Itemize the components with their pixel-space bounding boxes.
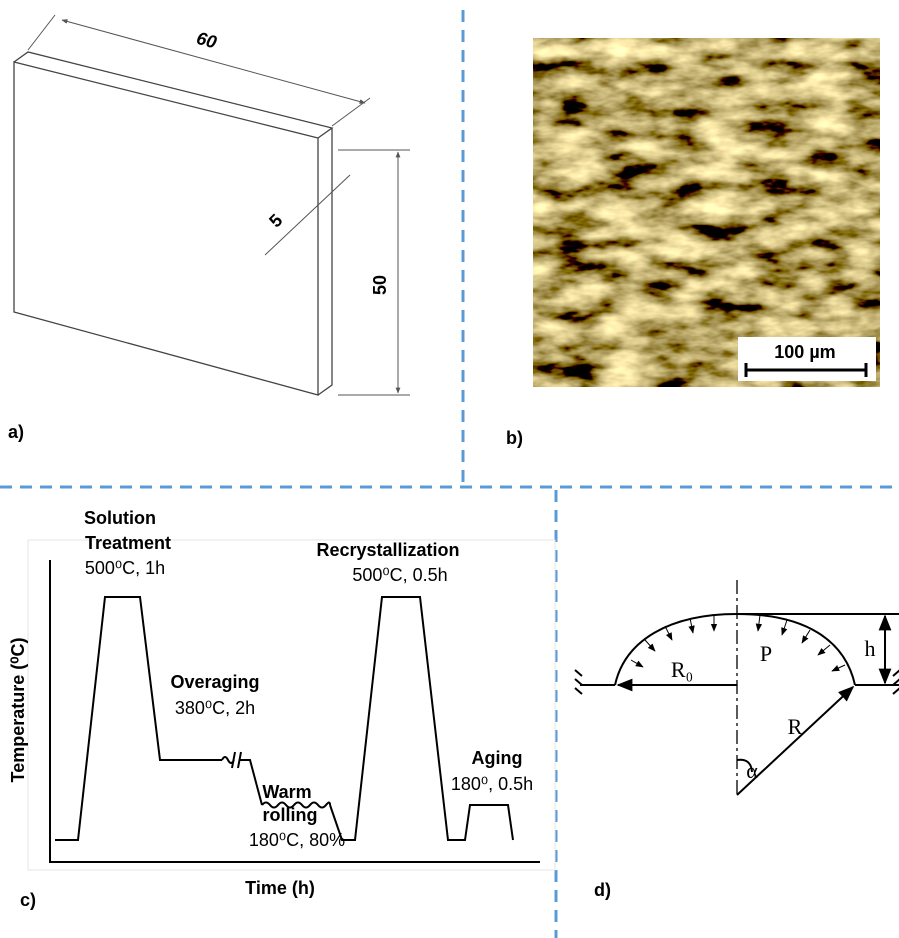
step-title: Treatment <box>85 533 171 553</box>
step-title: rolling <box>263 805 318 825</box>
symbol: α <box>746 758 758 783</box>
micrograph <box>533 38 880 387</box>
step-title: Recrystallization <box>316 540 459 560</box>
step-title: Overaging <box>170 672 259 692</box>
step-title: Solution <box>84 508 156 528</box>
symbol: h <box>865 636 876 661</box>
step-condition: 180⁰, 0.5h <box>451 774 533 794</box>
dimension: 50 <box>370 275 390 295</box>
specimen <box>14 15 410 395</box>
panel-label: c) <box>20 890 36 910</box>
dimension: 60 <box>194 28 219 53</box>
symbol: R <box>788 714 803 739</box>
figure: 60 5 50 a) 100 µm b) Solution Treatment … <box>0 0 899 938</box>
step-condition: 180⁰C, 80% <box>249 830 345 850</box>
y-axis-label: Temperature (⁰C) <box>8 638 28 783</box>
symbol: P <box>760 641 772 666</box>
step-title: Warm <box>262 782 311 802</box>
symbol: R₀ <box>671 657 693 682</box>
step-condition: 500⁰C, 1h <box>85 558 165 578</box>
scale-bar-label: 100 µm <box>774 342 835 362</box>
panel-label: d) <box>594 880 611 900</box>
panel-label: b) <box>506 428 523 448</box>
dome-diagram <box>575 580 899 795</box>
step-condition: 380⁰C, 2h <box>175 698 255 718</box>
panel-label: a) <box>8 422 24 442</box>
x-axis-label: Time (h) <box>245 878 315 898</box>
step-title: Aging <box>472 748 523 768</box>
step-condition: 500⁰C, 0.5h <box>352 565 447 585</box>
